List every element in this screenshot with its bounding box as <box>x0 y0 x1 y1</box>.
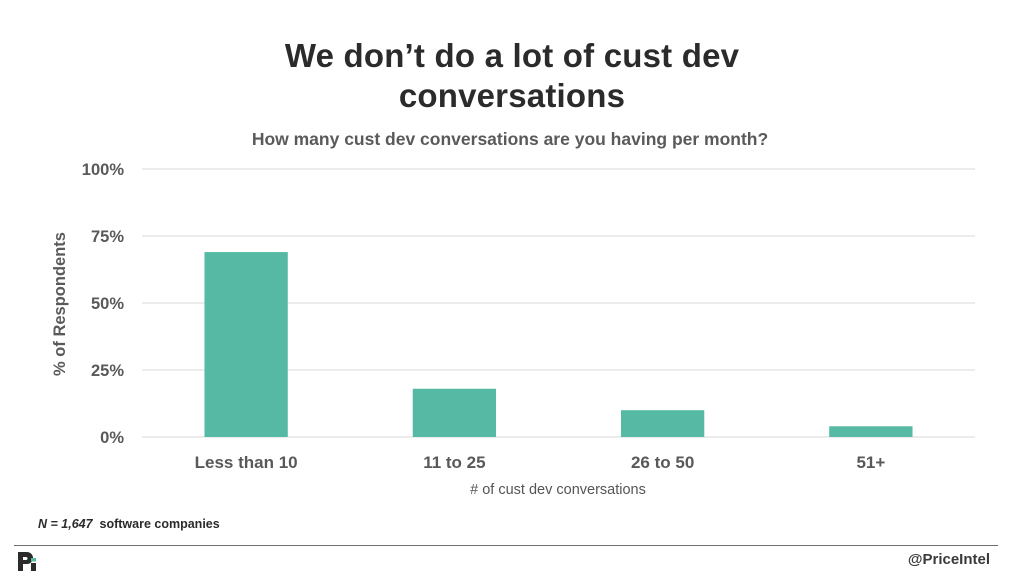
y-tick-label: 100% <box>82 161 125 179</box>
y-tick-label: 25% <box>91 362 124 380</box>
x-tick-label: Less than 10 <box>195 453 298 472</box>
slide-title-line-2: conversations <box>398 77 626 114</box>
x-axis-label: # of cust dev conversations <box>470 482 646 498</box>
sample-size: N = 1,647 <box>38 517 93 531</box>
bar-2 <box>412 388 497 437</box>
x-axis: Less than 10 11 to 25 26 to 50 51+ <box>195 453 886 472</box>
x-tick-label: 26 to 50 <box>631 453 694 472</box>
bar-4 <box>829 426 913 437</box>
y-axis: 0% 25% 50% 75% 100% <box>82 161 125 447</box>
priceintel-logo-icon <box>18 552 36 571</box>
y-tick-label: 50% <box>91 295 124 313</box>
y-tick-label: 0% <box>100 429 124 447</box>
x-tick-label: 51+ <box>856 453 885 472</box>
footnote-text: software companies <box>99 517 220 531</box>
footnote: N = 1,647 software companies <box>38 517 220 531</box>
bar-3 <box>620 410 705 437</box>
footer-divider <box>14 545 998 546</box>
bars <box>204 252 913 437</box>
chart-title: How many cust dev conversations are you … <box>252 129 768 149</box>
y-axis-label: % of Respondents <box>51 232 69 376</box>
x-tick-label: 11 to 25 <box>423 453 485 472</box>
bar-1 <box>204 252 288 437</box>
y-tick-label: 75% <box>91 228 124 246</box>
slide-title: We don’t do a lot of cust dev conversati… <box>0 36 1024 116</box>
bar-chart: How many cust dev conversations are you … <box>51 129 975 498</box>
twitter-handle: @PriceIntel <box>907 551 990 568</box>
slide-title-line-1: We don’t do a lot of cust dev <box>284 37 740 74</box>
